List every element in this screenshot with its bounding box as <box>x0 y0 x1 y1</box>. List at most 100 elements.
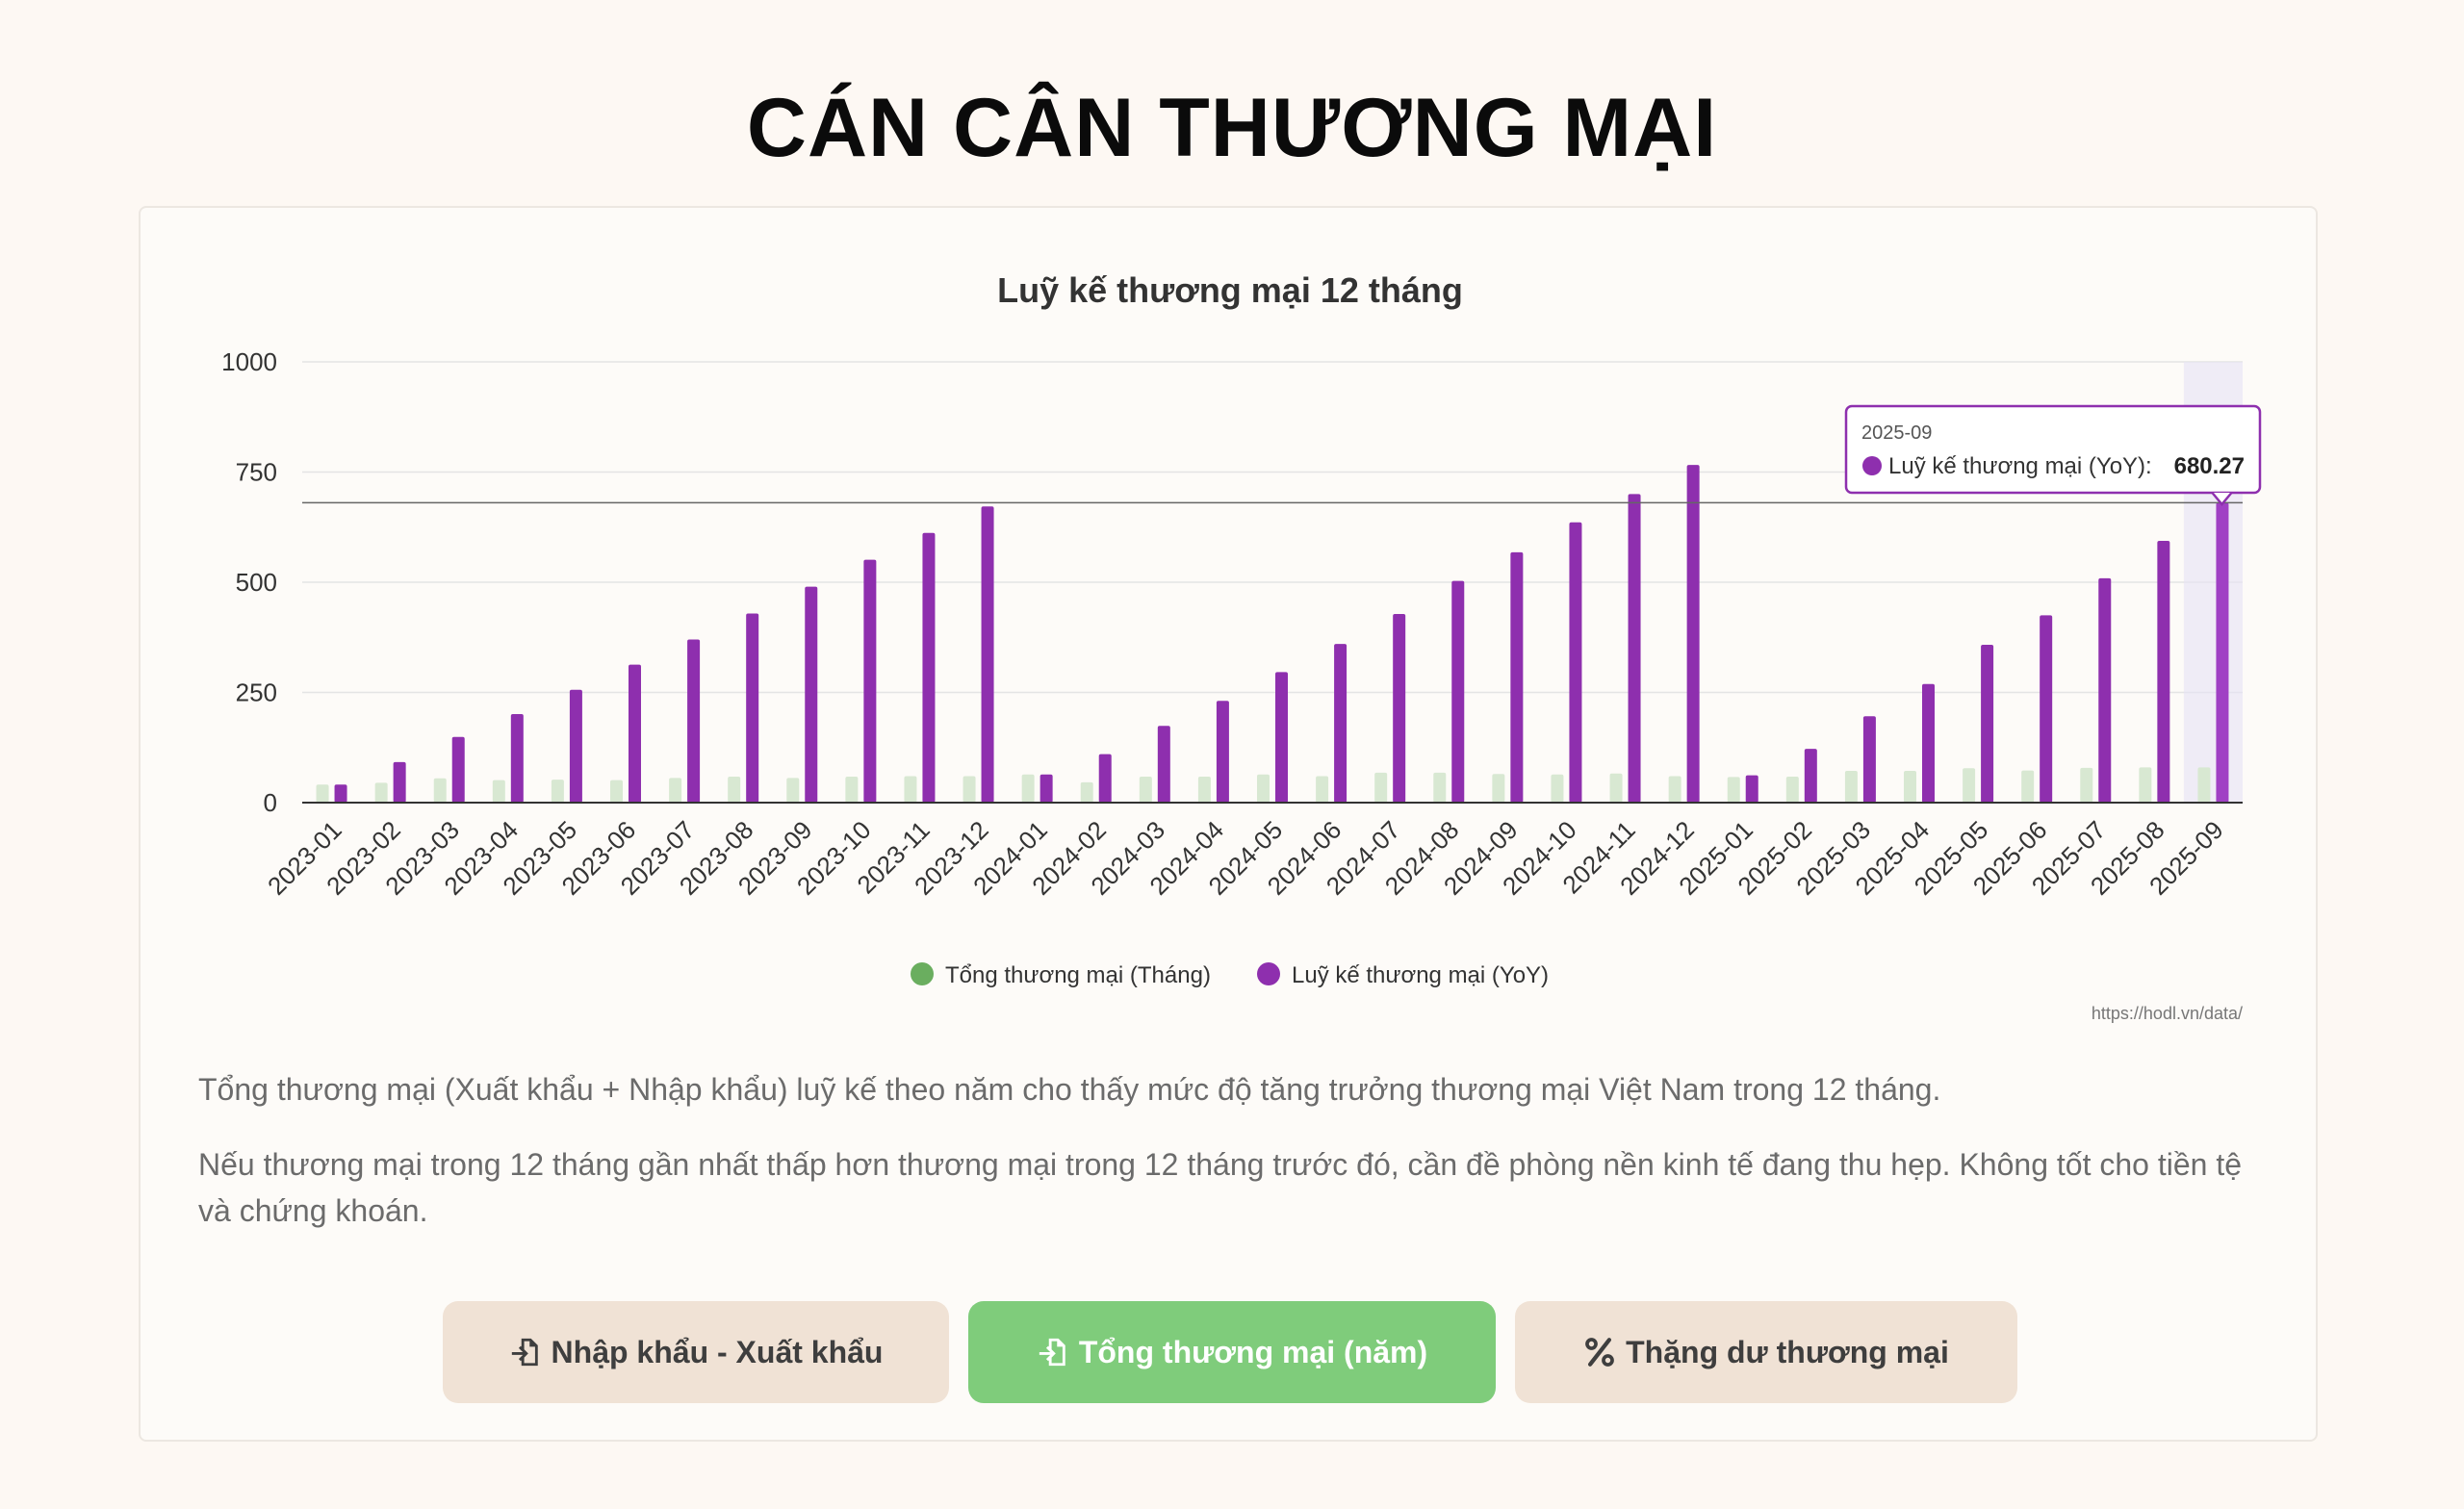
total-trade-label: Tổng thương mại (năm) <box>1078 1334 1428 1369</box>
bar-cumulative <box>2098 577 2112 803</box>
percent-icon <box>1585 1338 1615 1367</box>
description-paragraph-1: Tổng thương mại (Xuất khẩu + Nhập khẩu) … <box>198 1072 1941 1107</box>
bar-cumulative <box>510 713 524 803</box>
tooltip-swatch <box>1862 456 1882 475</box>
bar-cumulative <box>922 532 936 803</box>
trade-surplus-button[interactable]: Thặng dư thương mại <box>1515 1301 2017 1403</box>
bar-cumulative <box>1157 726 1170 803</box>
bars-group <box>316 465 2229 803</box>
bar-monthly <box>1785 776 1799 803</box>
y-tick-label: 500 <box>236 568 277 597</box>
y-tick-label: 0 <box>264 788 277 817</box>
bar-monthly <box>1433 772 1447 803</box>
bar-cumulative <box>1745 775 1758 803</box>
bar-monthly <box>2080 767 2093 803</box>
bar-cumulative <box>451 736 465 803</box>
tooltip-box <box>1844 404 2262 495</box>
bar-monthly <box>316 784 329 803</box>
bar-cumulative <box>2216 502 2229 803</box>
bar-monthly <box>551 780 564 803</box>
bar-monthly <box>374 782 388 803</box>
bar-monthly <box>1197 776 1211 803</box>
bar-cumulative <box>2157 540 2170 803</box>
import-export-button[interactable]: Nhập khẩu - Xuất khẩu <box>443 1301 949 1403</box>
y-tick-label: 750 <box>236 458 277 487</box>
y-tick-label: 250 <box>236 678 277 707</box>
bar-cumulative <box>1451 580 1465 803</box>
bar-cumulative <box>1981 645 1994 803</box>
bar-monthly <box>1492 774 1505 803</box>
grid-lines <box>302 361 2243 694</box>
bar-monthly <box>962 776 976 803</box>
bar-cumulative <box>1098 754 1112 803</box>
bar-cumulative <box>2040 615 2053 803</box>
bar-monthly <box>845 776 859 803</box>
bar-monthly <box>1668 776 1681 803</box>
bar-monthly <box>1844 771 1858 803</box>
bar-monthly <box>728 776 741 803</box>
page-title: CÁN CÂN THƯƠNG MẠI <box>746 82 1718 174</box>
bar-cumulative <box>746 613 759 803</box>
x-axis-labels: 2023-012023-022023-032023-042023-052023-… <box>262 815 2229 901</box>
chart-card: Luỹ kế thương mại 12 tháng 0 250 500 750 100… <box>139 206 2318 1442</box>
bar-monthly <box>1374 772 1388 803</box>
bar-cumulative <box>1334 644 1348 803</box>
bar-cumulative <box>1922 683 1935 803</box>
bar-monthly <box>1904 771 1916 803</box>
legend-label: Tổng thương mại (Tháng) <box>945 962 1211 988</box>
trade-surplus-label: Thặng dư thương mại <box>1626 1334 1949 1369</box>
bar-monthly <box>492 780 505 803</box>
bar-cumulative <box>805 586 818 803</box>
bar-cumulative <box>1569 522 1582 803</box>
legend-label: Luỹ kế thương mại (YoY) <box>1292 962 1549 988</box>
legend[interactable]: Tổng thương mại (Tháng) Luỹ kế thương mại… <box>911 962 1549 988</box>
trade-chart[interactable]: Luỹ kế thương mại 12 tháng 0 250 500 750 100… <box>141 208 2320 1045</box>
tooltip-arrow <box>2211 492 2233 506</box>
bar-monthly <box>1139 776 1152 803</box>
bar-monthly <box>1727 777 1740 803</box>
bar-cumulative <box>569 689 582 803</box>
source-link[interactable]: https://hodl.vn/data/ <box>2092 1004 2243 1023</box>
y-tick-label: 1000 <box>221 347 277 376</box>
tooltip-series: Luỹ kế thương mại (YoY): <box>1888 453 2152 479</box>
tooltip-value: 680.27 <box>2174 453 2245 479</box>
bar-monthly <box>1316 776 1329 803</box>
import-export-label: Nhập khẩu - Xuất khẩu <box>551 1334 884 1369</box>
file-import-icon <box>1039 1338 1065 1367</box>
bar-monthly <box>610 780 623 803</box>
description-paragraph-2: Nếu thương mại trong 12 tháng gần nhất t… <box>198 1147 2242 1228</box>
bar-monthly <box>433 778 447 803</box>
bar-cumulative <box>1216 701 1229 803</box>
bar-cumulative <box>1275 672 1288 803</box>
legend-swatch <box>1257 962 1280 985</box>
bar-cumulative <box>1804 749 1817 803</box>
bar-monthly <box>1609 773 1623 803</box>
bar-monthly <box>669 778 682 803</box>
bar-cumulative <box>334 784 347 803</box>
tooltip-date: 2025-09 <box>1861 422 1932 444</box>
bar-cumulative <box>1510 551 1524 803</box>
y-axis: 0 250 500 750 1000 <box>221 347 277 817</box>
bar-monthly <box>904 776 917 803</box>
bar-monthly <box>1963 768 1976 803</box>
bar-cumulative <box>629 664 641 803</box>
bar-cumulative <box>1040 774 1053 803</box>
bar-cumulative <box>393 761 406 803</box>
bar-monthly <box>1021 774 1035 803</box>
tooltip: 2025-09 Luỹ kế thương mại (YoY): 680.27 <box>1844 404 2262 506</box>
bar-monthly <box>2197 767 2211 803</box>
bar-cumulative <box>687 639 701 803</box>
bar-monthly <box>786 778 800 803</box>
bar-cumulative <box>1862 716 1876 803</box>
chart-title: Luỹ kế thương mại 12 tháng <box>997 270 1463 310</box>
bar-cumulative <box>981 506 994 803</box>
bar-monthly <box>2139 767 2152 803</box>
bar-monthly <box>2021 770 2035 803</box>
bar-monthly <box>1080 781 1093 803</box>
legend-swatch <box>911 962 934 985</box>
total-trade-button[interactable]: Tổng thương mại (năm) <box>968 1301 1496 1403</box>
bar-cumulative <box>1393 613 1406 803</box>
bar-monthly <box>1551 774 1564 803</box>
bar-monthly <box>1257 774 1270 803</box>
bar-cumulative <box>863 559 877 803</box>
